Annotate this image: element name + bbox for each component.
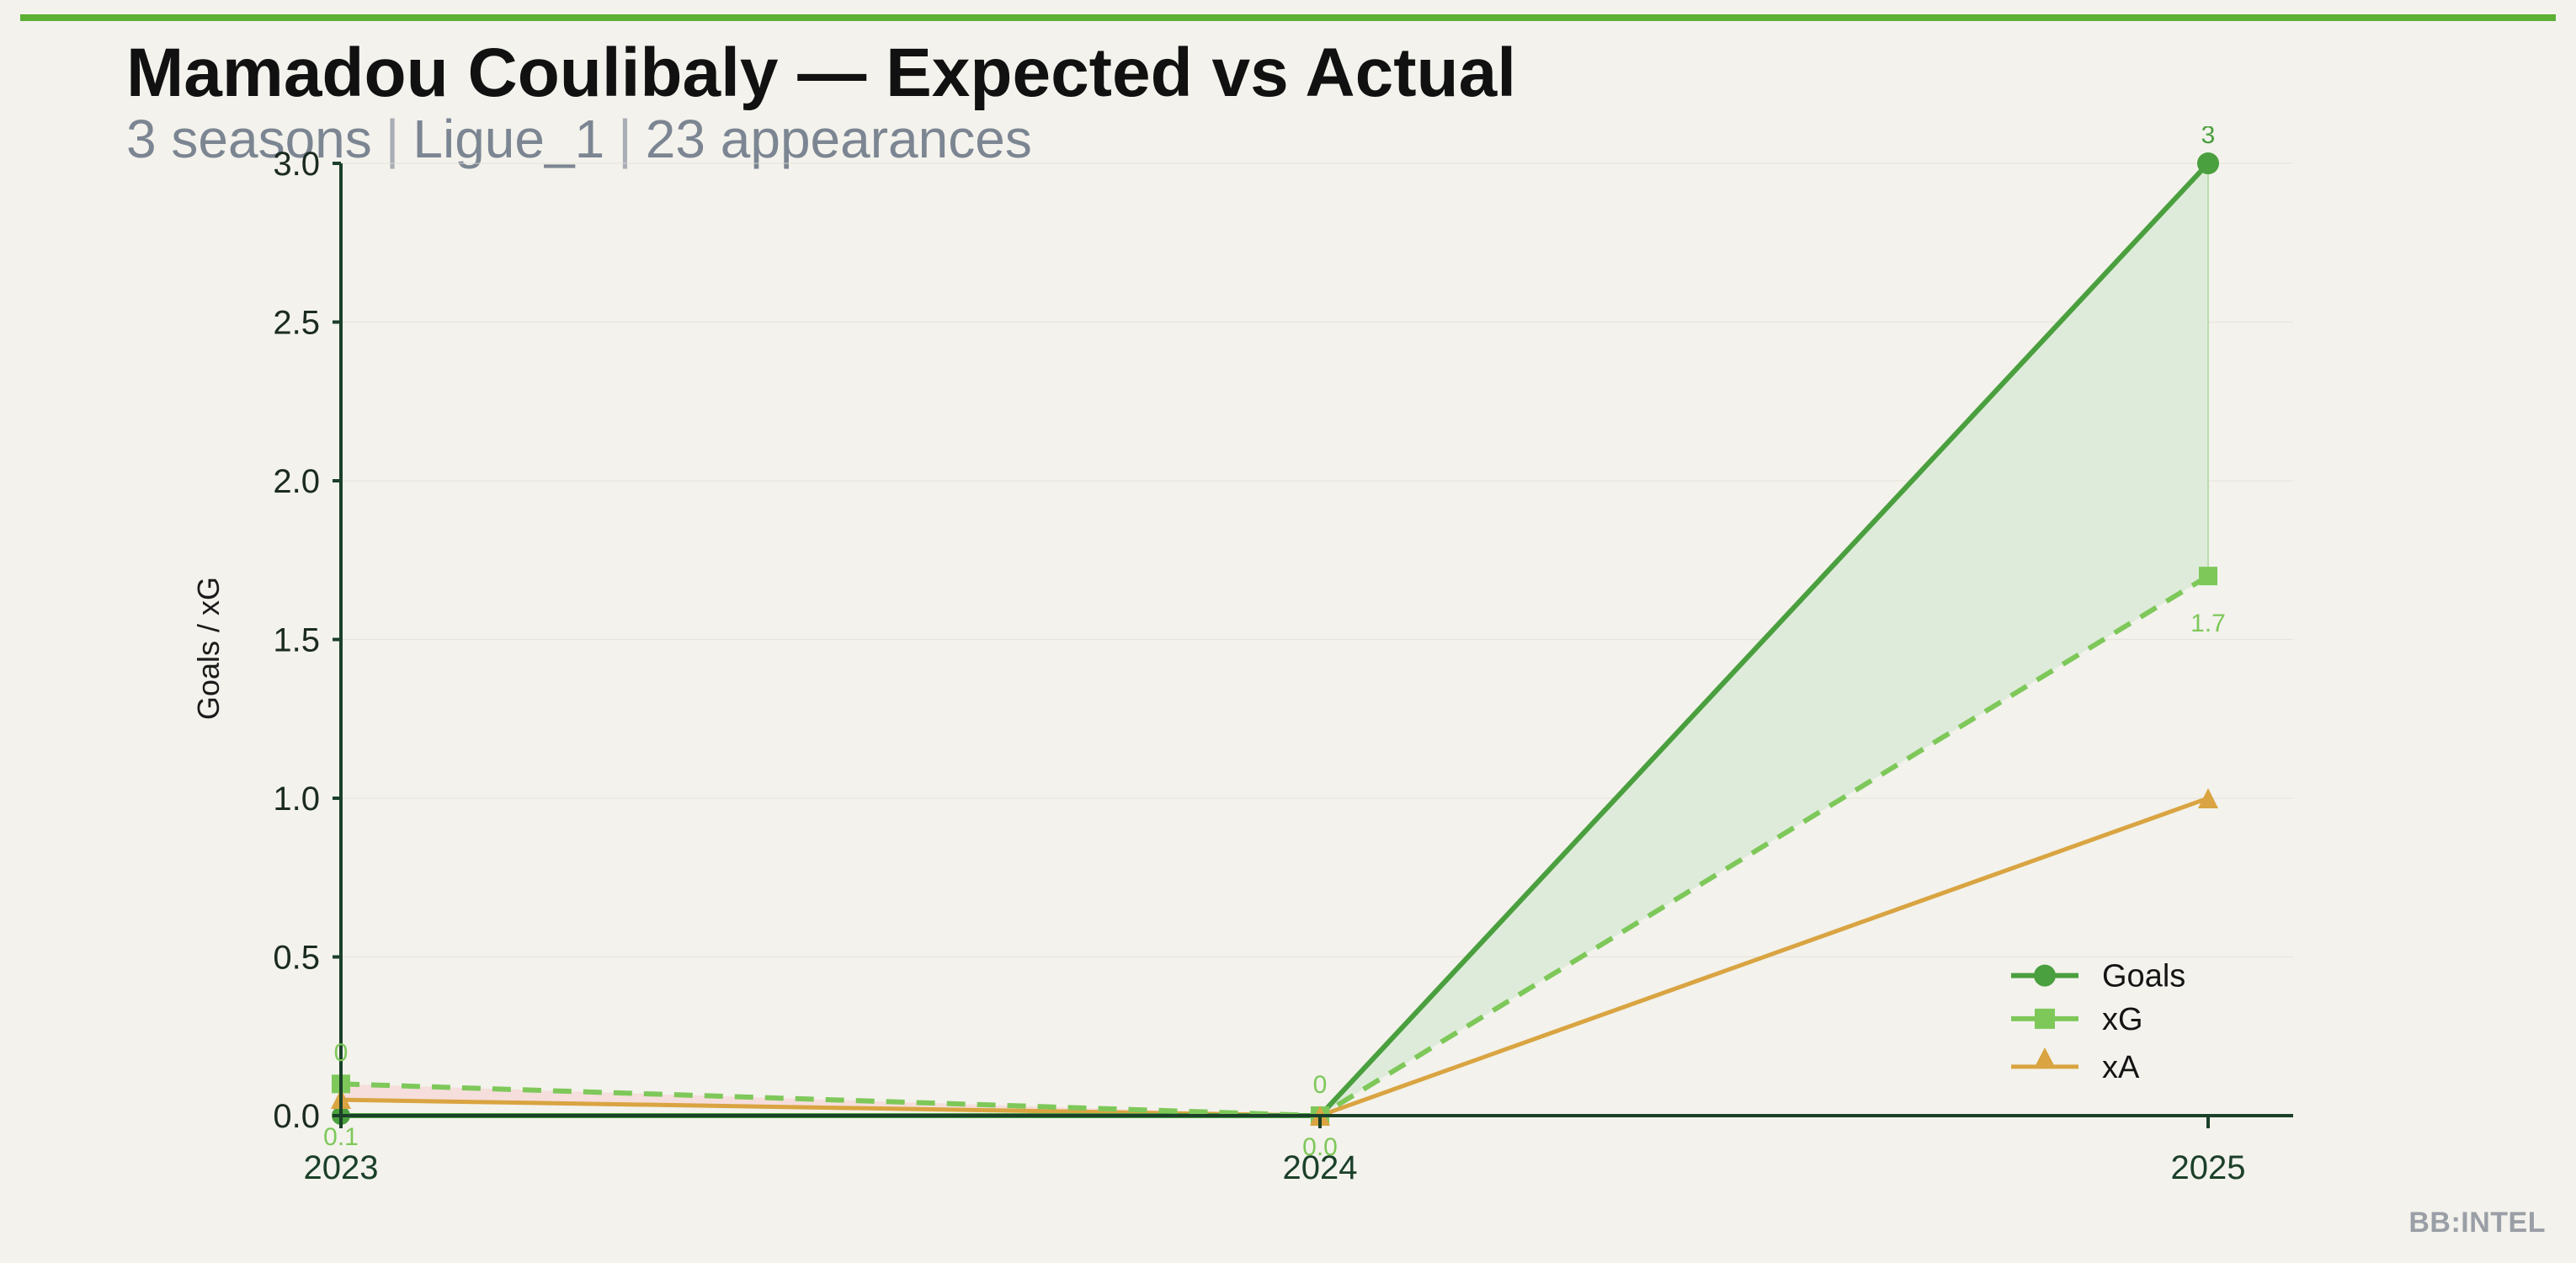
svg-text:2023: 2023 <box>304 1149 379 1186</box>
svg-text:3: 3 <box>2201 126 2216 149</box>
svg-text:0.1: 0.1 <box>323 1123 359 1151</box>
svg-text:2025: 2025 <box>2171 1149 2246 1186</box>
svg-text:0.0: 0.0 <box>273 1098 320 1135</box>
svg-text:0: 0 <box>1313 1071 1328 1099</box>
svg-text:xA: xA <box>2102 1050 2140 1085</box>
svg-text:Goals / xG: Goals / xG <box>191 577 226 720</box>
svg-text:2.5: 2.5 <box>273 305 320 342</box>
svg-text:0: 0 <box>334 1039 349 1067</box>
svg-text:1.0: 1.0 <box>273 781 320 818</box>
svg-text:xG: xG <box>2102 1002 2143 1037</box>
svg-text:1.5: 1.5 <box>273 622 320 659</box>
svg-text:0.5: 0.5 <box>273 940 320 977</box>
svg-text:2.0: 2.0 <box>273 463 320 500</box>
svg-text:Goals: Goals <box>2102 959 2185 994</box>
svg-text:1.7: 1.7 <box>2190 610 2226 637</box>
svg-text:0.0: 0.0 <box>1302 1133 1338 1161</box>
svg-text:3.0: 3.0 <box>273 146 320 183</box>
